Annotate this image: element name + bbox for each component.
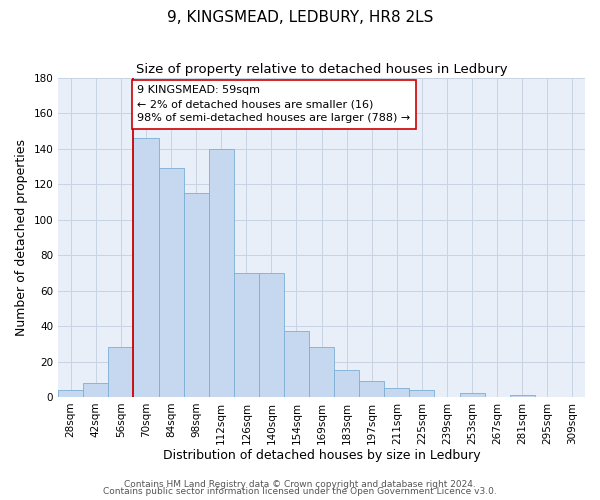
Bar [309,348,334,397]
Bar [385,388,409,397]
Bar [334,370,359,397]
Bar [158,168,184,397]
Bar [83,383,109,397]
Bar [209,149,234,397]
Text: 9, KINGSMEAD, LEDBURY, HR8 2LS: 9, KINGSMEAD, LEDBURY, HR8 2LS [167,10,433,25]
Text: 9 KINGSMEAD: 59sqm
← 2% of detached houses are smaller (16)
98% of semi-detached: 9 KINGSMEAD: 59sqm ← 2% of detached hous… [137,85,410,123]
Y-axis label: Number of detached properties: Number of detached properties [15,139,28,336]
Bar [234,273,259,397]
Bar [284,332,309,397]
Bar [359,381,385,397]
Bar [184,193,209,397]
Bar [259,273,284,397]
Bar [109,348,133,397]
Title: Size of property relative to detached houses in Ledbury: Size of property relative to detached ho… [136,62,508,76]
Text: Contains HM Land Registry data © Crown copyright and database right 2024.: Contains HM Land Registry data © Crown c… [124,480,476,489]
Bar [409,390,434,397]
Bar [58,390,83,397]
Bar [510,395,535,397]
X-axis label: Distribution of detached houses by size in Ledbury: Distribution of detached houses by size … [163,450,481,462]
Bar [460,394,485,397]
Bar [133,138,158,397]
Text: Contains public sector information licensed under the Open Government Licence v3: Contains public sector information licen… [103,487,497,496]
